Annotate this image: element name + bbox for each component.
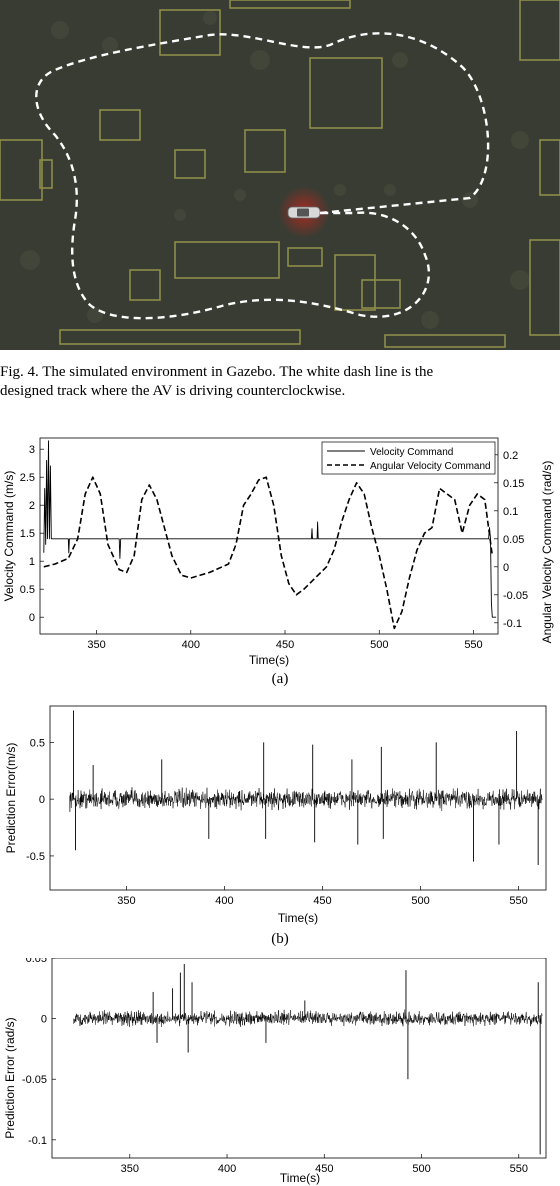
chart-a-xtick-label: 450: [276, 639, 294, 651]
chart-a-xtick-label: 350: [87, 639, 105, 651]
velocity-command-line: [43, 440, 497, 618]
chart-a-ytick-right-label: 0.05: [503, 534, 524, 546]
map-ground-texture: [20, 11, 530, 329]
chart-a-yticks: 0 0.5 1 1.5 2 2.5 3: [20, 444, 44, 624]
chart-c-xticks: 350 400 450 500 550: [121, 1154, 528, 1175]
chart-a-ytick-label: 0: [29, 612, 35, 624]
velocity-prediction-error-chart: 350 400 450 500 550 -0.5 0 0.5 Time(s) Predict…: [4, 705, 547, 925]
chart-a-ytick-label: 1.5: [20, 528, 35, 540]
chart-b-xtick-label: 500: [411, 895, 429, 907]
chart-b-ytick-label: -0.5: [26, 851, 45, 863]
chart-a-ytick-label: 2.5: [20, 472, 35, 484]
chart-a-ytick-right-label: 0.15: [503, 478, 524, 490]
chart-c-ylabel: Prediction Error (rad/s): [3, 1017, 17, 1138]
chart-a-legend: Velocity Command Angular Velocity Comman…: [321, 441, 496, 475]
legend-label-angular: Angular Velocity Command: [370, 461, 491, 472]
chart-a-frame: [39, 437, 499, 635]
chart-c-xtick-label: 400: [218, 1163, 236, 1175]
chart-c-ytick-label: 0: [41, 1014, 47, 1026]
chart-c-error-trace: [73, 1009, 543, 1028]
chart-b-xtick-label: 450: [313, 895, 331, 907]
chart-b-xtick-label: 400: [215, 895, 233, 907]
chart-a-yticks-right: -0.1 -0.05 0 0.05 0.1 0.15 0.2: [494, 450, 528, 630]
caption-line: Fig. 4. The simulated environment in Gaz…: [0, 364, 434, 380]
chart-b-xlabel: Time(s): [278, 911, 318, 925]
chart-a-ytick-label: 1: [29, 556, 35, 568]
chart-a-ytick-label: 3: [29, 444, 35, 456]
chart-b-frame: [49, 705, 547, 891]
velocity-command-chart: 350 400 450 500 550 0 0.5 1 1.5 2 2.5 3 -0.1 -0.05 0…: [2, 437, 554, 667]
chart-c-yticks: -0.1 -0.05 0 0.05: [22, 958, 56, 1147]
chart-a-ytick-right-label: 0.1: [503, 506, 518, 518]
chart-a-ytick-right-label: -0.05: [503, 590, 528, 602]
gazebo-environment-image: [0, 0, 560, 350]
designed-track: [35, 32, 490, 320]
chart-a-xlabel: Time(s): [249, 653, 289, 667]
chart-a-xtick-label: 550: [464, 639, 482, 651]
chart-a-xticks: 350 400 450 500 550: [87, 630, 483, 651]
chart-a-ytick-right-label: 0.2: [503, 450, 518, 462]
chart-b-ytick-label: 0: [39, 794, 45, 806]
autonomous-vehicle: [287, 206, 321, 219]
chart-c-marks: [73, 964, 543, 1155]
chart-b-marks: [69, 710, 543, 866]
chart-c-xtick-label: 500: [412, 1163, 430, 1175]
subfigure-label-b: (b): [271, 931, 289, 947]
chart-c-ytick-label: 0.05: [26, 958, 47, 965]
chart-a-ytick-label: 0.5: [20, 584, 35, 596]
chart-b-ylabel: Prediction Error(m/s): [4, 743, 18, 854]
chart-c-xlabel: Time(s): [280, 1171, 320, 1185]
chart-a-xtick-label: 500: [370, 639, 388, 651]
chart-c-xtick-label: 450: [315, 1163, 333, 1175]
caption-line: designed track where the AV is driving c…: [0, 383, 346, 399]
map-buildings: [0, 0, 560, 348]
legend-label-velocity: Velocity Command: [370, 447, 453, 458]
legend-box: [321, 441, 496, 475]
chart-a-ytick-right-label: 0: [503, 562, 509, 574]
chart-b-xtick-label: 550: [509, 895, 527, 907]
angular-velocity-command-line: [43, 476, 494, 630]
chart-b-xtick-label: 350: [117, 895, 135, 907]
chart-a-ylabel: Velocity Command (m/s): [2, 471, 16, 602]
chart-a-marks: [43, 440, 497, 630]
chart-a-ytick-label: 2: [29, 500, 35, 512]
chart-a-xtick-label: 400: [182, 639, 200, 651]
chart-c-ytick-label: -0.05: [22, 1074, 47, 1086]
chart-a-ylabel-right: Angular Velocity Command (rad/s): [540, 461, 554, 644]
chart-c-xtick-label: 550: [510, 1163, 528, 1175]
chart-b-ytick-label: 0.5: [30, 737, 45, 749]
chart-b-error-trace: [69, 787, 543, 812]
figure-caption: Fig. 4. The simulated environment in Gaz…: [0, 363, 560, 401]
chart-c-xtick-label: 350: [121, 1163, 139, 1175]
chart-c-frame: [51, 958, 547, 1159]
chart-b-yticks: -0.5 0 0.5: [26, 737, 54, 863]
chart-b-xticks: 350 400 450 500 550: [117, 886, 528, 907]
subfigure-label-a: (a): [271, 671, 289, 687]
angular-prediction-error-chart: 350 400 450 500 550 -0.1 -0.05 0 0.05 Time(s) P…: [3, 958, 547, 1185]
chart-a-ytick-right-label: -0.1: [503, 618, 522, 630]
chart-c-ytick-label: -0.1: [28, 1135, 47, 1147]
